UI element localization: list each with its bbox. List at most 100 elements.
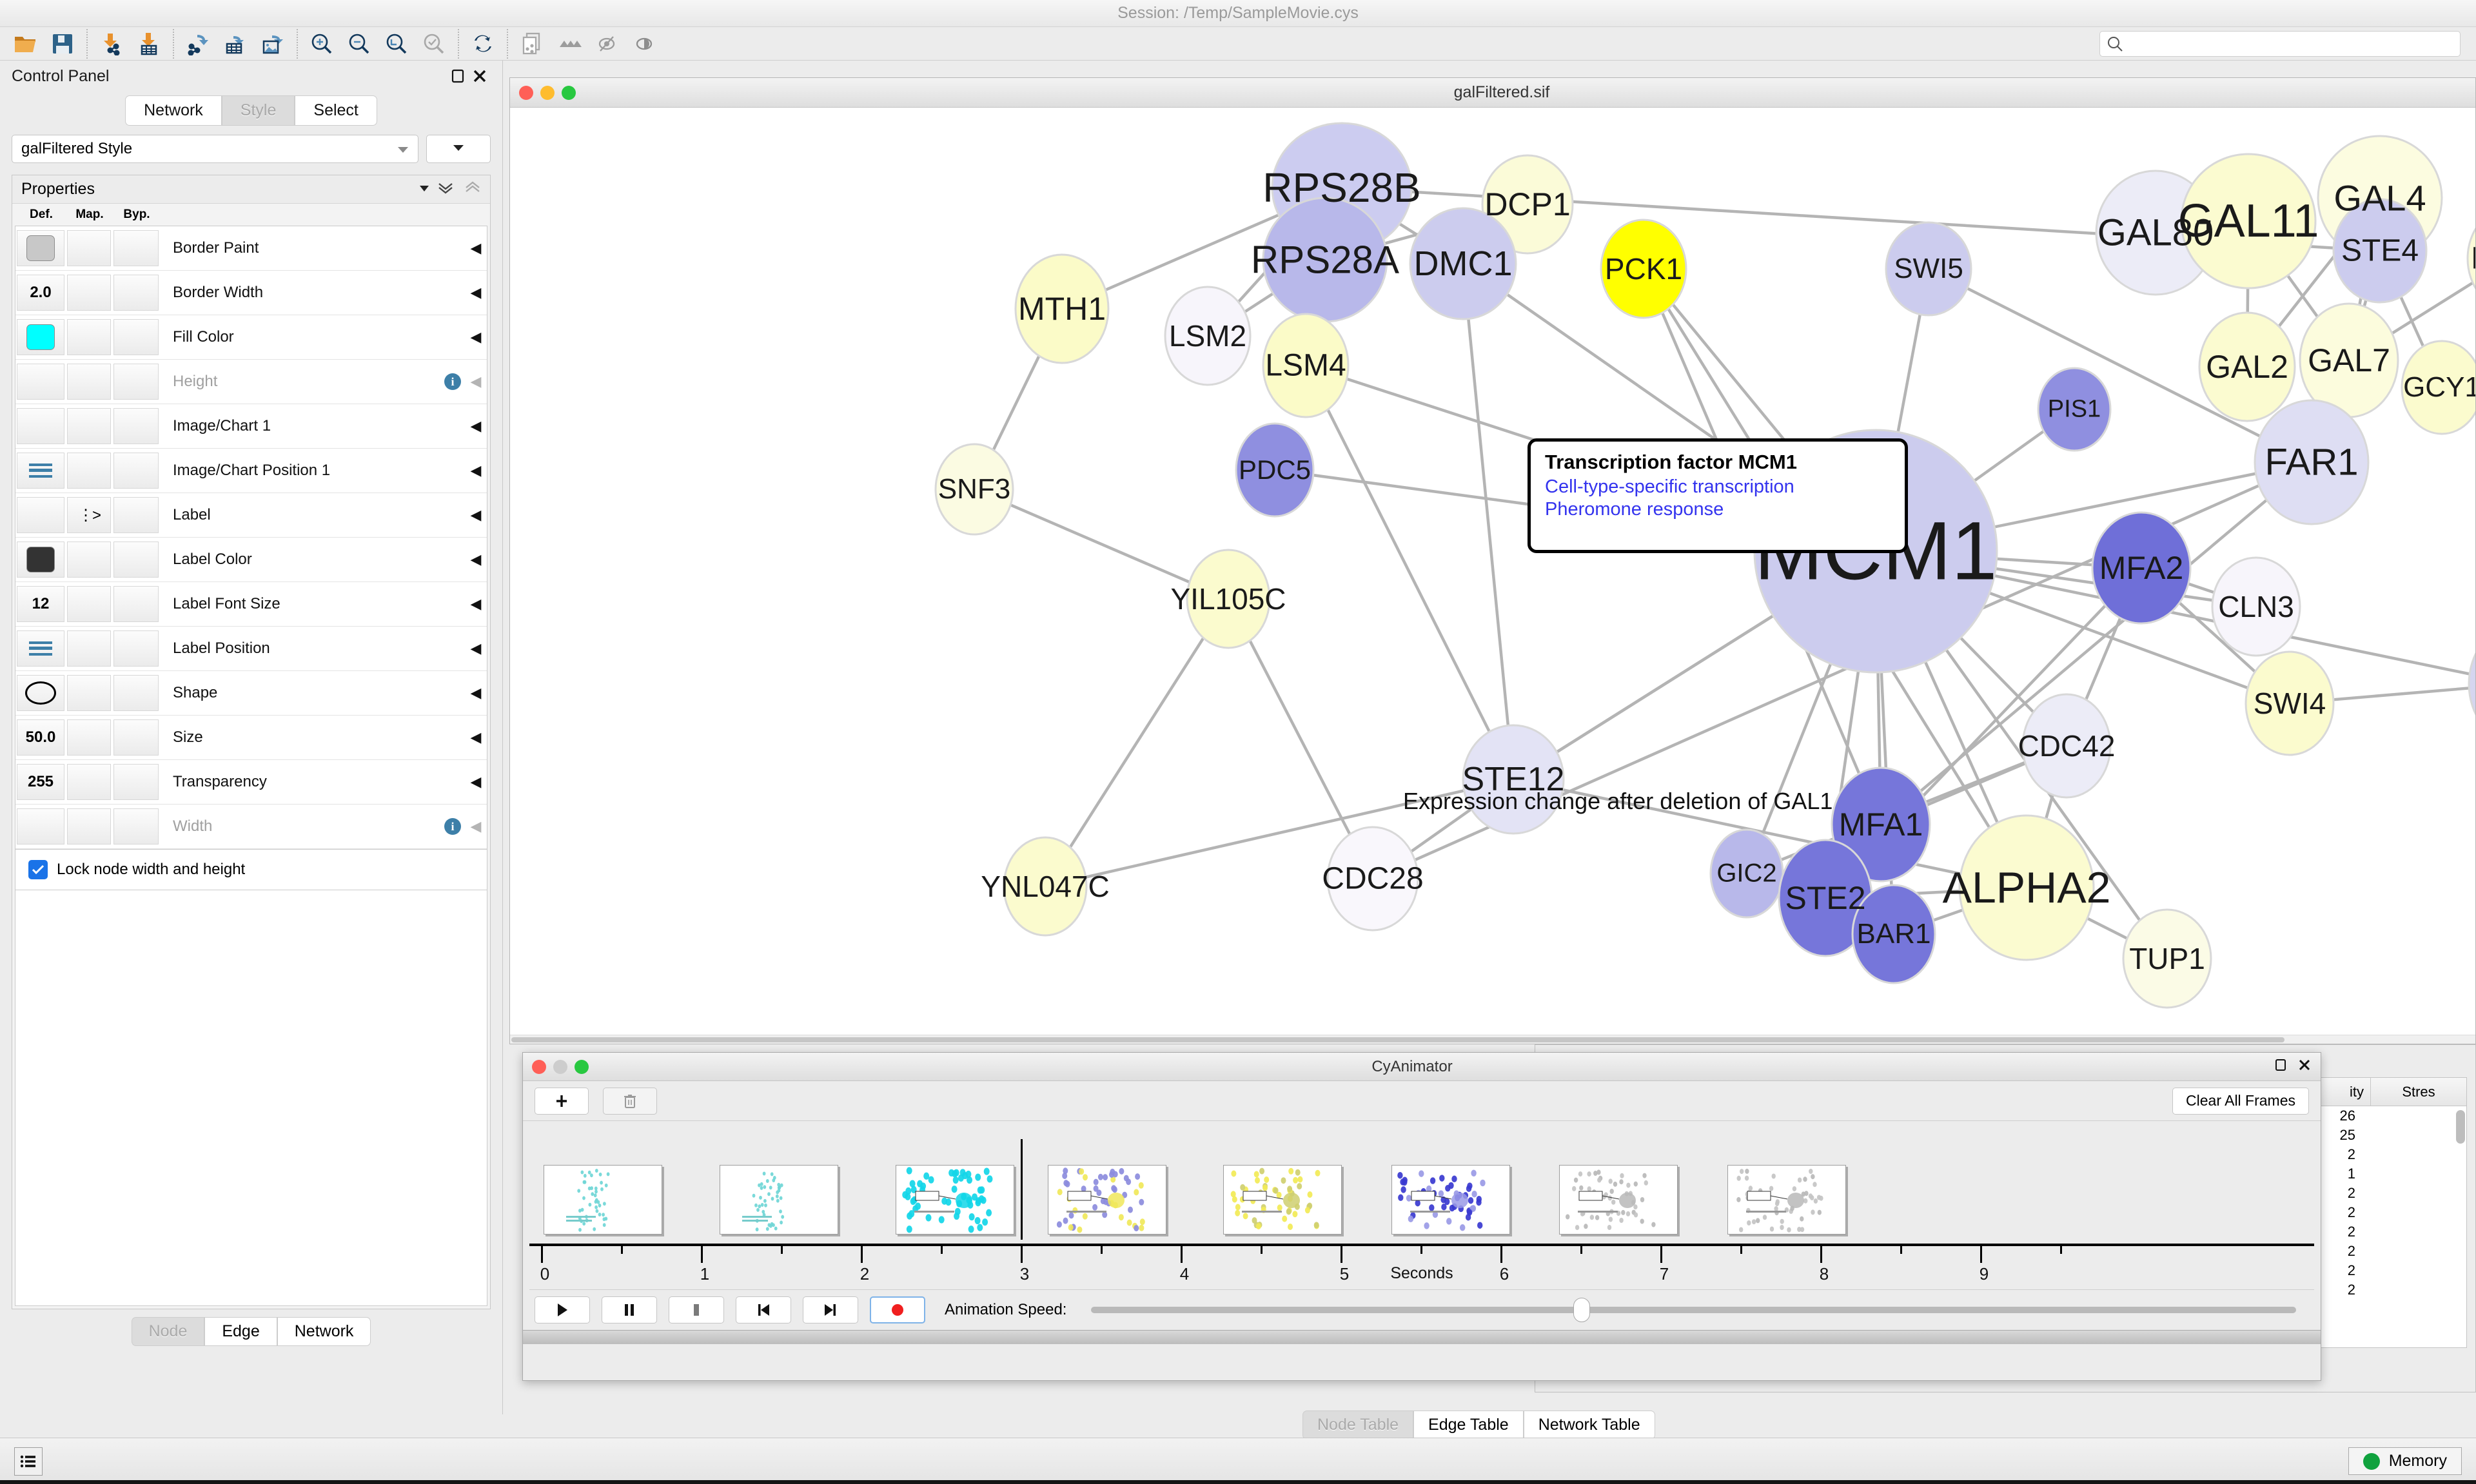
network-node[interactable] [2401,340,2475,435]
network-node[interactable] [2332,198,2428,304]
property-default-cell[interactable] [17,230,64,266]
zoom-in-icon[interactable] [303,28,340,60]
cyanimator-float-icon[interactable] [2274,1059,2287,1075]
export-image-icon[interactable] [254,28,291,60]
property-bypass-cell[interactable] [113,630,159,667]
table-row[interactable]: 26 [2294,1106,2466,1126]
network-node[interactable] [1014,253,1110,364]
property-row[interactable]: 2.0 Border Width ◀ [15,271,487,315]
position-icon[interactable] [29,462,52,479]
close-icon[interactable] [469,65,491,87]
property-mapping-cell[interactable] [67,586,111,622]
ellipse-shape-icon[interactable] [25,681,56,705]
info-icon[interactable]: i [444,373,461,390]
collapse-all-icon[interactable] [464,181,481,198]
property-row[interactable]: 12 Label Font Size ◀ [15,582,487,627]
network-node[interactable] [2037,367,2112,452]
minimize-window-dot[interactable] [540,85,555,100]
save-icon[interactable] [44,28,81,60]
expand-property-arrow[interactable]: ◀ [470,818,482,834]
network-node[interactable] [2468,625,2475,743]
network-node[interactable] [1958,814,2095,961]
export-network-icon[interactable] [179,28,217,60]
property-mapping-cell[interactable] [67,453,111,489]
animation-frame[interactable] [720,1165,839,1235]
network-node[interactable] [1709,828,1784,919]
property-mapping-cell[interactable] [67,275,111,311]
table-scrollbar[interactable] [2456,1108,2465,1346]
expand-property-arrow[interactable]: ◀ [470,729,482,745]
property-bypass-cell[interactable] [113,764,159,800]
network-edge[interactable] [1304,364,1515,781]
annotation-box[interactable]: Transcription factor MCM1 Cell-type-spec… [1528,438,1908,553]
skip-start-button[interactable] [736,1296,791,1323]
tab-network[interactable]: Network [125,95,222,126]
properties-menu-icon[interactable] [419,184,429,195]
refresh-icon[interactable] [464,28,502,60]
animation-frame[interactable] [544,1165,663,1235]
expand-property-arrow[interactable]: ◀ [470,507,482,523]
network-node[interactable] [1462,724,1565,835]
table-row[interactable]: 2 [2294,1184,2466,1203]
network-edge[interactable] [1513,777,2027,890]
expand-property-arrow[interactable]: ◀ [470,640,482,656]
property-mapping-cell[interactable] [67,230,111,266]
property-default-cell[interactable] [17,630,64,667]
cyanimator-resize-grip[interactable] [523,1330,2321,1344]
network-node[interactable] [1186,549,1271,649]
open-folder-icon[interactable] [6,28,44,60]
expand-property-arrow[interactable]: ◀ [470,685,482,701]
property-default-cell[interactable]: 2.0 [17,275,64,311]
property-mapping-cell[interactable] [67,408,111,444]
network-node[interactable] [2466,207,2475,310]
info-icon[interactable]: i [444,818,461,835]
style-combo[interactable]: galFiltered Style [12,135,418,163]
zoom-fit-icon[interactable] [378,28,415,60]
network-node[interactable] [1831,766,1931,883]
expand-property-arrow[interactable]: ◀ [470,596,482,612]
property-default-cell[interactable] [17,497,64,533]
column-header-ity[interactable]: ity [2294,1078,2371,1106]
network-node[interactable] [1003,836,1088,937]
export-table-icon[interactable] [217,28,254,60]
tab-edge[interactable]: Edge [204,1317,277,1346]
column-header-stress[interactable]: Stres [2402,1083,2435,1100]
property-row[interactable]: Shape ◀ [15,671,487,716]
skip-end-button[interactable] [803,1296,858,1323]
table-row[interactable]: 2 [2294,1145,2466,1164]
network-node[interactable] [1262,197,1388,323]
property-bypass-cell[interactable] [113,586,159,622]
tab-network-table[interactable]: Network Table [1523,1411,1655,1440]
property-bypass-cell[interactable] [113,319,159,355]
animation-frame[interactable] [1559,1165,1678,1235]
property-row[interactable]: Image/Chart Position 1 ◀ [15,449,487,493]
property-bypass-cell[interactable] [113,719,159,756]
network-node[interactable] [2245,650,2335,756]
property-row[interactable]: 50.0 Size ◀ [15,716,487,760]
tab-network-style[interactable]: Network [277,1317,371,1346]
lock-checkbox[interactable] [28,860,48,879]
property-default-cell[interactable] [17,453,64,489]
property-bypass-cell[interactable] [113,542,159,578]
expand-property-arrow[interactable]: ◀ [470,462,482,478]
network-node[interactable] [1262,313,1350,418]
show-icon[interactable] [625,28,663,60]
close-window-dot[interactable] [519,85,533,100]
cyanimator-close-dot[interactable] [532,1059,546,1074]
style-options-menu-button[interactable] [426,135,491,163]
property-row[interactable]: Label Position ◀ [15,627,487,671]
property-row[interactable]: 255 Transparency ◀ [15,760,487,805]
network-node[interactable] [2021,693,2112,799]
tab-node[interactable]: Node [131,1317,205,1346]
network-edge[interactable] [1227,598,1374,880]
property-bypass-cell[interactable] [113,808,159,845]
network-node[interactable] [1600,219,1687,319]
search-box[interactable] [2099,30,2461,57]
network-edge[interactable] [1927,267,2313,464]
property-default-cell[interactable] [17,808,64,845]
network-node[interactable] [1409,207,1517,320]
cyanimator-timeline[interactable]: Seconds 0 1 2 3 4 5 6 7 8 9 [529,1121,2314,1290]
table-row[interactable]: 2 [2294,1242,2466,1261]
memory-status-button[interactable]: Memory [2348,1447,2462,1475]
clear-all-frames-button[interactable]: Clear All Frames [2172,1087,2309,1115]
